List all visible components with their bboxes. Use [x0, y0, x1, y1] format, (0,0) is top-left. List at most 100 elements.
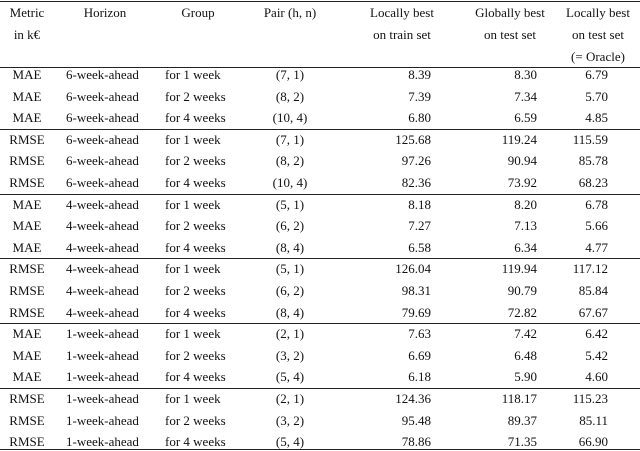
rule — [0, 128, 640, 130]
cell: (5, 4) — [275, 369, 305, 385]
cell: 1-week-ahead — [66, 326, 139, 342]
cell: 1-week-ahead — [66, 434, 139, 450]
header-cell: Globally best — [475, 5, 545, 20]
cell: 6-week-ahead — [66, 110, 139, 126]
cell: 4-week-ahead — [66, 218, 139, 234]
cell: 6-week-ahead — [66, 67, 139, 82]
cell: 6.59 — [514, 110, 537, 126]
cell: (7, 1) — [275, 67, 305, 82]
cell: (8, 2) — [275, 153, 305, 169]
cell: for 4 weeks — [165, 304, 226, 320]
cell: (10, 4) — [272, 110, 308, 126]
cell: 7.13 — [514, 218, 537, 234]
cell: 8.30 — [514, 67, 537, 82]
cell: 85.84 — [578, 283, 608, 298]
header-cell: (= Oracle) — [571, 49, 625, 64]
rule — [0, 323, 640, 325]
cell: (8, 4) — [275, 239, 305, 255]
cell: (7, 1) — [275, 131, 305, 147]
cell: RMSE — [9, 131, 45, 147]
cell: 119.94 — [501, 261, 537, 277]
cell: 4-week-ahead — [66, 196, 139, 212]
cell: 5.70 — [585, 88, 608, 104]
cell: 126.04 — [395, 261, 431, 277]
header-cell: on train set — [373, 27, 431, 42]
cell: 7.42 — [514, 326, 537, 342]
cell: (2, 1) — [275, 326, 305, 342]
cell: (8, 4) — [275, 304, 305, 320]
cell: 6.34 — [514, 239, 537, 255]
cell: 78.86 — [401, 434, 431, 450]
cell: for 4 weeks — [165, 434, 226, 450]
cell: 115.59 — [572, 131, 608, 147]
cell: 72.82 — [507, 304, 537, 320]
cell: 6.78 — [585, 196, 608, 212]
cell: for 1 week — [165, 261, 221, 277]
cell: 95.48 — [401, 412, 431, 428]
cell: 4.85 — [585, 110, 608, 126]
cell: 82.36 — [401, 175, 431, 190]
header-cell: Horizon — [83, 5, 127, 20]
cell: 4.60 — [585, 369, 608, 385]
cell: 6.79 — [585, 67, 608, 82]
cell: (5, 1) — [275, 196, 305, 212]
cell: RMSE — [9, 283, 45, 298]
cell: 1-week-ahead — [66, 391, 139, 406]
cell: 1-week-ahead — [66, 369, 139, 385]
cell: MAE — [12, 218, 42, 234]
cell: RMSE — [9, 434, 45, 450]
cell: (2, 1) — [275, 391, 305, 406]
cell: 4-week-ahead — [66, 239, 139, 255]
cell: 8.18 — [408, 196, 431, 212]
cell: 90.94 — [507, 153, 537, 169]
rule — [0, 1, 640, 3]
cell: 6-week-ahead — [66, 153, 139, 169]
cell: 117.12 — [572, 261, 608, 277]
header-cell: on test set — [484, 27, 536, 42]
cell: RMSE — [9, 391, 45, 406]
rule — [0, 449, 640, 451]
header-cell: on test set — [572, 27, 624, 42]
header-cell: Locally best — [370, 5, 434, 20]
cell: 4-week-ahead — [66, 261, 139, 277]
rule — [0, 388, 640, 389]
cell: 79.69 — [401, 304, 431, 320]
cell: 8.20 — [514, 196, 537, 212]
header-cell: Locally best — [566, 5, 630, 20]
cell: 1-week-ahead — [66, 412, 139, 428]
cell: 119.24 — [501, 131, 537, 147]
cell: 7.63 — [408, 326, 431, 342]
cell: 125.68 — [395, 131, 431, 147]
cell: 6-week-ahead — [66, 131, 139, 147]
cell: 85.78 — [578, 153, 608, 169]
cell: 68.23 — [578, 175, 608, 190]
cell: RMSE — [9, 153, 45, 169]
cell: for 2 weeks — [165, 347, 226, 363]
cell: 6.58 — [408, 239, 431, 255]
cell: MAE — [12, 326, 42, 342]
cell: 5.42 — [585, 347, 608, 363]
cell: 71.35 — [507, 434, 537, 450]
cell: 8.39 — [408, 67, 431, 82]
cell: 73.92 — [507, 175, 537, 190]
cell: 7.39 — [408, 88, 431, 104]
cell: 66.90 — [578, 434, 608, 450]
cell: for 1 week — [165, 67, 221, 82]
rule — [0, 67, 640, 68]
cell: 67.67 — [578, 304, 608, 320]
cell: (3, 2) — [275, 347, 305, 363]
cell: for 1 week — [165, 131, 221, 147]
cell: RMSE — [9, 175, 45, 190]
rule — [0, 193, 640, 195]
cell: 6.18 — [408, 369, 431, 385]
cell: for 1 week — [165, 196, 221, 212]
cell: 85.11 — [579, 412, 608, 428]
cell: MAE — [12, 239, 42, 255]
header-cell: Group — [181, 5, 215, 20]
cell: for 1 week — [165, 326, 221, 342]
cell: 115.23 — [572, 391, 608, 406]
cell: 6.42 — [585, 326, 608, 342]
cell: 7.34 — [514, 88, 537, 104]
cell: 124.36 — [395, 391, 431, 406]
cell: 6-week-ahead — [66, 175, 139, 190]
